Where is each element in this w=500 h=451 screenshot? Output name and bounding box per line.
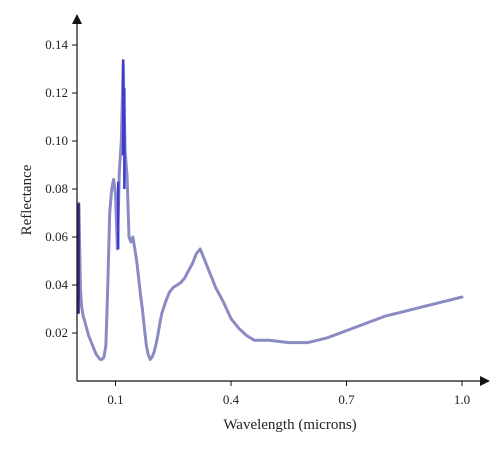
y-axis-label: Reflectance: [19, 164, 35, 235]
x-tick-label: 0.1: [107, 392, 123, 407]
y-tick-label: 0.08: [45, 181, 68, 196]
y-axis-arrow: [72, 14, 82, 24]
y-tick-label: 0.02: [45, 325, 68, 340]
x-axis-arrow: [480, 376, 490, 386]
y-ticks: 0.02 0.04 0.06 0.08 0.10 0.12 0.14: [45, 37, 77, 340]
x-tick-label: 1.0: [454, 392, 470, 407]
y-tick-label: 0.10: [45, 133, 68, 148]
y-tick-label: 0.06: [45, 229, 68, 244]
y-tick-label: 0.12: [45, 85, 68, 100]
y-tick-label: 0.04: [45, 277, 68, 292]
x-ticks: 0.1 0.4 0.7 1.0: [107, 381, 470, 407]
reflectance-series-line: [77, 62, 464, 361]
y-tick-label: 0.14: [45, 37, 68, 52]
axes: [72, 14, 490, 386]
x-tick-label: 0.4: [223, 392, 240, 407]
highlight-segments: [77, 59, 126, 314]
x-axis-label: Wavelength (microns): [223, 417, 356, 433]
x-tick-label: 0.7: [338, 392, 355, 407]
